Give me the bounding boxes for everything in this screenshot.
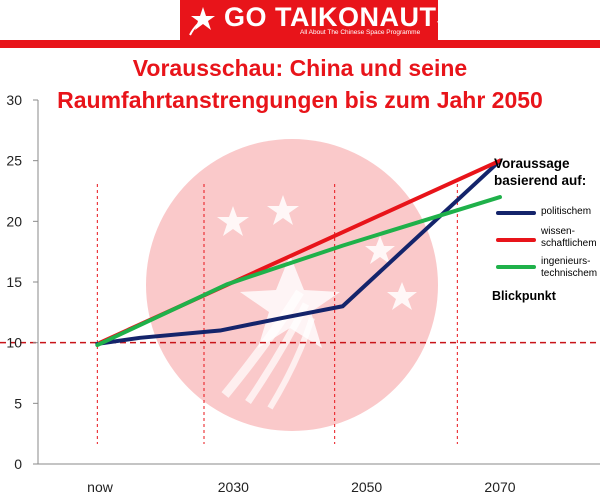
x-tick-label-2070: 2070 bbox=[484, 479, 515, 495]
series-line-ingenieurs-technischem bbox=[95, 195, 502, 348]
chart-title-line-2: Raumfahrtanstrengungen bis zum Jahr 2050 bbox=[57, 87, 543, 113]
y-tick-label-10: 10 bbox=[6, 335, 22, 351]
y-tick-label-15: 15 bbox=[6, 274, 22, 290]
legend-label-wissenschaftlichem: wissen- schaftlichem bbox=[541, 226, 597, 249]
legend-swatch-ingenieurstechnischem bbox=[496, 265, 536, 269]
legend-item-wissenschaftlichem: wissen- schaftlichem bbox=[494, 226, 600, 256]
star-emblem-icon bbox=[189, 7, 215, 36]
logo-tagline: All About The Chinese Space Programme bbox=[300, 29, 421, 36]
chart-title-line-1: Vorausschau: China und seine bbox=[132, 55, 468, 81]
legend-label-politischem: politischem bbox=[541, 206, 592, 217]
y-tick-label-25: 25 bbox=[6, 153, 22, 169]
legend-heading-line-2: basierend auf: bbox=[494, 173, 587, 188]
x-tick-label-now: now bbox=[87, 479, 114, 495]
watermark-logo bbox=[146, 139, 438, 431]
legend-item-ingenieurstechnischem: ingenieurs- technischem bbox=[494, 256, 600, 286]
logo[interactable] bbox=[180, 0, 438, 40]
banner-stripe bbox=[0, 40, 600, 48]
legend-item-politischem: politischem bbox=[494, 203, 600, 233]
logo-text: GO TAIKONAUTS! bbox=[224, 2, 465, 32]
x-tick-label-2050: 2050 bbox=[351, 479, 382, 495]
legend-swatch-wissenschaftlichem bbox=[496, 238, 536, 242]
legend-footer: Blickpunkt bbox=[492, 289, 556, 303]
x-tick-label-2030: 2030 bbox=[218, 479, 249, 495]
legend-swatch-politischem bbox=[496, 211, 536, 215]
y-tick-label-5: 5 bbox=[14, 395, 22, 411]
legend-heading-line-1: Voraussage bbox=[494, 156, 570, 171]
series-line-politischem bbox=[95, 158, 502, 346]
y-tick-label-20: 20 bbox=[6, 213, 22, 229]
y-tick-label-0: 0 bbox=[14, 456, 22, 472]
legend-heading: Voraussage basierend auf: bbox=[494, 155, 586, 189]
legend-label-ingenieurstechnischem: ingenieurs- technischem bbox=[541, 256, 598, 279]
y-tick-label-30: 30 bbox=[6, 92, 22, 108]
